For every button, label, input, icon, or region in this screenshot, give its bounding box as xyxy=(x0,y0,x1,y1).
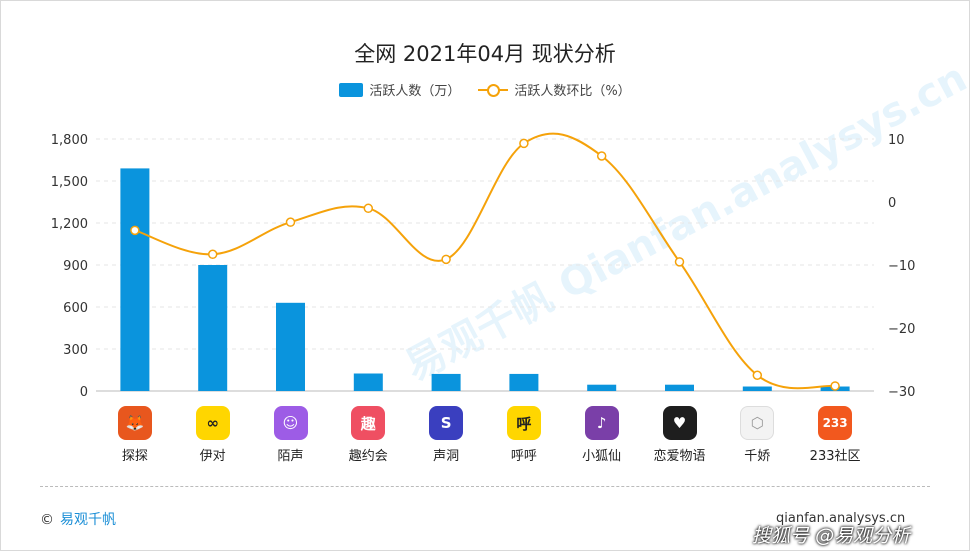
line-point xyxy=(441,254,451,265)
y-left-tick-label: 0 xyxy=(80,385,88,400)
line-point xyxy=(285,217,296,227)
copyright-mark: © xyxy=(40,512,54,528)
fox-face-icon: 🦊 xyxy=(117,406,152,440)
line-point xyxy=(130,225,140,236)
legend-bar-swatch xyxy=(339,82,364,97)
footer-divider xyxy=(40,486,930,487)
line-point xyxy=(830,381,840,391)
line-point xyxy=(363,203,374,214)
bar xyxy=(509,373,539,391)
y-left-tick-label: 1,200 xyxy=(51,217,88,232)
cube-icon: ⬡ xyxy=(740,406,775,440)
x-category-label: 恋爱物语 xyxy=(653,449,706,464)
legend-bar-label: 活跃人数（万） xyxy=(369,84,461,99)
bar xyxy=(665,384,694,391)
y-left-tick-label: 600 xyxy=(63,301,88,316)
x-category-label: 呼呼 xyxy=(510,449,537,464)
line-point xyxy=(752,370,763,380)
series-line xyxy=(134,132,836,390)
x-category-label: 伊对 xyxy=(199,449,226,464)
bar xyxy=(276,302,305,391)
y-right-tick-label: −20 xyxy=(888,322,915,337)
chat-bubble-icon: ☺ xyxy=(273,406,308,440)
y-right-tick-label: 0 xyxy=(888,196,896,211)
footer-credit: 搜狐号 @易观分析 xyxy=(752,521,910,548)
y-right-tick-label: −10 xyxy=(888,259,915,274)
s-letter-icon: S xyxy=(429,406,464,440)
infinity-icon: ∞ xyxy=(195,406,230,440)
bar xyxy=(353,373,383,391)
x-category-label: 探探 xyxy=(121,449,148,464)
x-category-label: 千娇 xyxy=(744,449,771,464)
fox-outline-icon: ♪ xyxy=(584,406,619,440)
legend-item-bar[interactable]: 活跃人数（万） xyxy=(339,80,460,99)
bar xyxy=(198,265,228,391)
line-point xyxy=(674,257,685,267)
chart-title: 全网 2021年04月 现状分析 xyxy=(354,42,616,66)
x-category-label: 趣约会 xyxy=(348,449,388,464)
legend-item-line[interactable]: 活跃人数环比（%） xyxy=(478,80,631,99)
legend-line-swatch xyxy=(478,83,509,97)
y-left-tick-label: 900 xyxy=(63,259,88,274)
line-point xyxy=(596,151,607,161)
y-left-tick-label: 300 xyxy=(63,343,88,358)
line-point xyxy=(519,138,529,149)
x-category-label: 小狐仙 xyxy=(582,449,622,464)
legend-line-label: 活跃人数环比（%） xyxy=(514,84,631,99)
qu-text-icon: 趣 xyxy=(351,406,386,440)
footer-brand: © 易观千帆 xyxy=(40,509,116,529)
legend: 活跃人数（万） 活跃人数环比（%） xyxy=(0,80,970,99)
line-point xyxy=(207,249,218,260)
bar xyxy=(742,386,772,391)
credit-prefix: 搜狐号 xyxy=(752,525,810,547)
bar xyxy=(587,384,617,391)
x-category-label: 陌声 xyxy=(277,449,304,464)
hu-text-icon: 呼 xyxy=(506,406,541,440)
x-category-label: 声洞 xyxy=(433,449,460,464)
y-left-tick-label: 1,800 xyxy=(51,133,88,148)
y-left-tick-label: 1,500 xyxy=(51,175,88,190)
footer-site: qianfan.analysys.cn xyxy=(776,511,906,526)
number-233-icon: 233 xyxy=(818,406,853,440)
credit-handle: @易观分析 xyxy=(815,525,911,547)
y-right-tick-label: −30 xyxy=(888,385,915,400)
bar xyxy=(120,168,150,391)
heart-hands-icon: ♥ xyxy=(662,406,697,440)
y-right-tick-label: 10 xyxy=(888,133,905,148)
bar xyxy=(431,373,461,391)
x-category-label: 233社区 xyxy=(809,449,861,464)
brand-name: 易观千帆 xyxy=(60,512,116,528)
